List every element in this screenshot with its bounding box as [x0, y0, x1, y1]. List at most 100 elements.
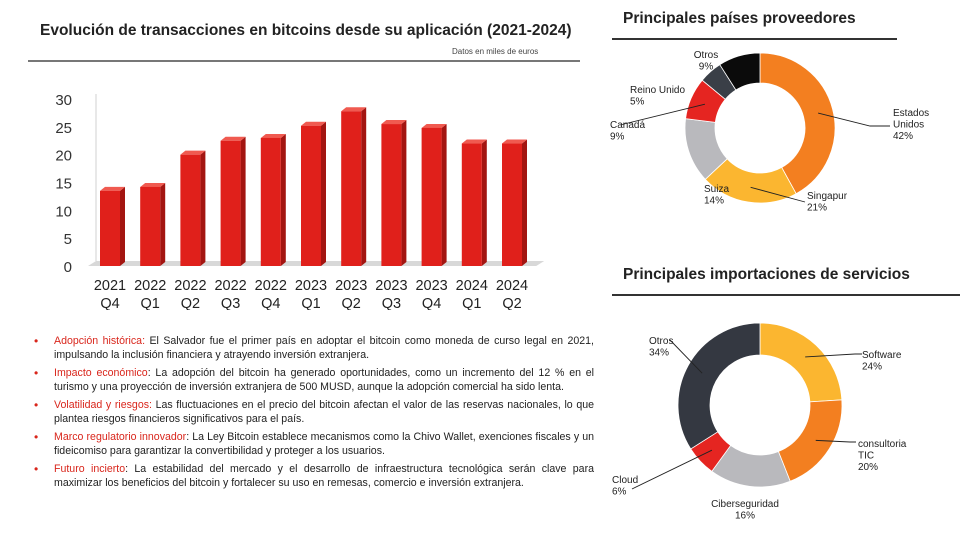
- key-point-lead: Impacto económico: [54, 367, 148, 379]
- slice-name-label: Reino Unido: [630, 85, 685, 96]
- y-tick-label: 25: [55, 120, 72, 137]
- x-tick-label-year: 2024: [456, 278, 488, 294]
- leader-line: [750, 186, 806, 203]
- bar-side: [361, 107, 367, 266]
- title-divider: [28, 60, 580, 62]
- x-tick-label-year: 2024: [496, 278, 528, 294]
- bar-top: [220, 136, 246, 141]
- x-tick-label-year: 2023: [295, 278, 327, 294]
- donut-slice: [719, 52, 761, 91]
- slice-percent-label: 16%: [735, 511, 755, 522]
- bar-chart-title: Evolución de transacciones en bitcoins d…: [40, 22, 572, 39]
- x-tick-label-year: 2022: [134, 278, 166, 294]
- x-tick-label-quarter: Q4: [422, 296, 441, 310]
- bar: [461, 143, 482, 266]
- key-point-text: : La estabilidad del mercado y el desarr…: [54, 463, 594, 489]
- suppliers-chart-title: Principales países proveedores: [623, 10, 856, 27]
- slice-percent-label: 34%: [649, 348, 669, 359]
- x-tick-label-year: 2021: [94, 278, 126, 294]
- key-point-text: : La adopción del bitcoin ha generado op…: [54, 367, 594, 393]
- slice-name-label: Estados: [893, 108, 929, 119]
- bar-top: [502, 139, 527, 144]
- bar-top: [381, 120, 407, 125]
- bar-top: [140, 182, 166, 187]
- slice-name-label: Unidos: [893, 120, 924, 131]
- bar-side: [481, 139, 487, 266]
- bar-top: [341, 107, 367, 112]
- key-points-list: Adopción histórica: El Salvador fue el p…: [34, 334, 594, 494]
- bar: [301, 125, 321, 266]
- slice-name-label: Singapur: [807, 191, 848, 202]
- slice-name-label: Software: [862, 350, 902, 361]
- donut-slice: [759, 322, 843, 403]
- bar: [502, 143, 522, 266]
- donut-slice: [759, 52, 836, 195]
- slice-name-label: Suiza: [704, 184, 729, 195]
- bar-top: [180, 150, 206, 155]
- key-point: Impacto económico: La adopción del bitco…: [34, 366, 594, 394]
- slice-name-label: Canadá: [610, 120, 645, 131]
- key-point-text: : La Ley Bitcoin establece mecanismos co…: [54, 431, 594, 457]
- y-tick-label: 0: [64, 259, 72, 276]
- key-point-lead: Adopción histórica:: [54, 335, 146, 347]
- bar: [341, 111, 362, 266]
- slice-percent-label: 42%: [893, 131, 913, 142]
- bar: [260, 137, 281, 266]
- slice-percent-label: 21%: [807, 203, 827, 214]
- leader-line: [669, 339, 703, 374]
- key-point-text: Las fluctuaciones en el precio del bitco…: [54, 399, 594, 425]
- donut-slice: [777, 399, 843, 482]
- bar-side: [160, 182, 166, 266]
- leader-line: [631, 449, 713, 490]
- leader-line: [619, 103, 706, 126]
- slice-name-label: Otros: [694, 50, 718, 61]
- bar-side: [200, 150, 206, 266]
- slice-percent-label: 6%: [612, 487, 627, 498]
- x-tick-label-year: 2022: [214, 278, 246, 294]
- bar-top: [421, 123, 447, 128]
- y-tick-label: 5: [64, 231, 72, 248]
- slice-percent-label: 24%: [862, 362, 882, 373]
- bar: [180, 154, 201, 266]
- slice-name-label: Otros: [649, 336, 673, 347]
- x-tick-label-year: 2023: [415, 278, 447, 294]
- key-point-lead: Volatilidad y riesgos:: [54, 399, 152, 411]
- bar: [381, 124, 402, 266]
- y-tick-label: 15: [55, 176, 72, 193]
- key-point-lead: Futuro incierto: [54, 463, 126, 475]
- x-tick-label-quarter: Q1: [462, 296, 481, 310]
- bar: [220, 140, 241, 266]
- x-tick-label-quarter: Q2: [502, 296, 521, 310]
- key-point: Adopción histórica: El Salvador fue el p…: [34, 334, 594, 362]
- bar-top: [260, 133, 286, 138]
- bar: [140, 186, 161, 266]
- bar-top: [100, 186, 125, 191]
- y-tick-label: 30: [55, 92, 72, 109]
- slice-name-label: Ciberseguridad: [711, 499, 779, 510]
- x-tick-label-quarter: Q4: [100, 296, 119, 310]
- slice-name-label: Cloud: [612, 475, 638, 486]
- bar-top: [461, 139, 487, 144]
- leader-line: [815, 439, 856, 443]
- slice-name-label: TIC: [858, 451, 874, 462]
- services-title-divider: [612, 294, 960, 296]
- y-tick-label: 20: [55, 148, 72, 165]
- x-tick-label-quarter: Q1: [301, 296, 320, 310]
- key-point: Futuro incierto: La estabilidad del merc…: [34, 462, 594, 490]
- slice-percent-label: 5%: [630, 97, 645, 108]
- x-tick-label-year: 2022: [174, 278, 206, 294]
- x-tick-label-quarter: Q2: [181, 296, 200, 310]
- x-tick-label-year: 2022: [255, 278, 287, 294]
- y-tick-label: 10: [55, 203, 72, 220]
- bar-side: [441, 123, 447, 266]
- bar-top: [301, 121, 326, 126]
- x-tick-label-quarter: Q4: [261, 296, 280, 310]
- slice-percent-label: 14%: [704, 196, 724, 207]
- bar: [100, 190, 120, 266]
- slice-percent-label: 9%: [610, 132, 625, 143]
- key-point: Marco regulatorio innovador: La Ley Bitc…: [34, 430, 594, 458]
- bar-side: [240, 136, 246, 266]
- bar-side: [522, 139, 527, 266]
